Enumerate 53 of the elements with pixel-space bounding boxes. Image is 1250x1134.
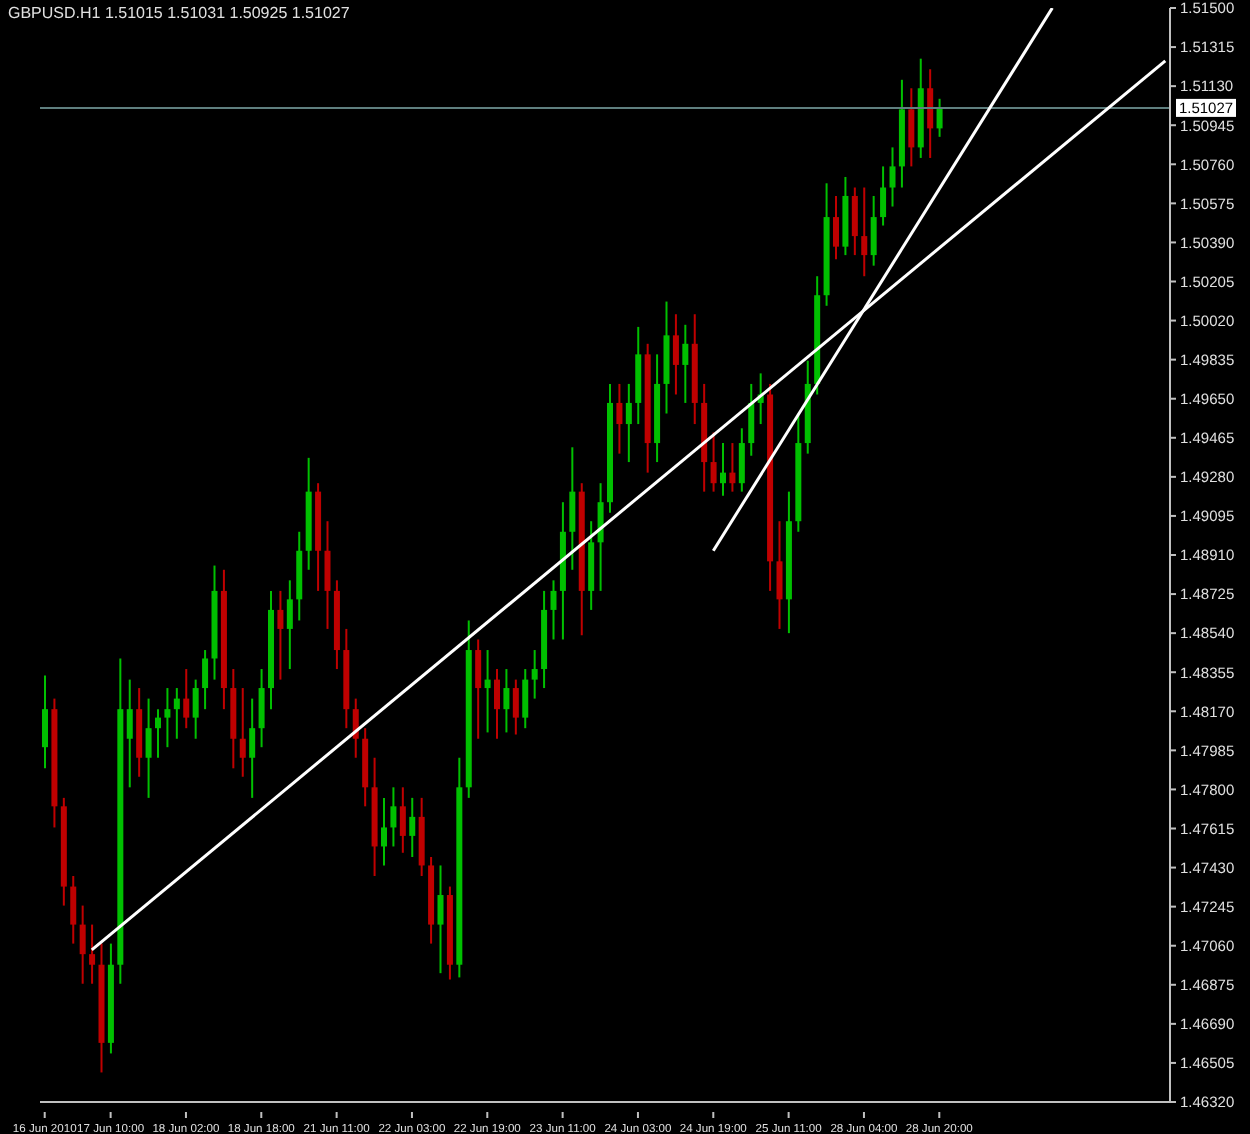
candlestick	[126, 678, 133, 789]
candlestick	[833, 194, 839, 261]
candlestick	[277, 589, 284, 681]
candlestick	[155, 708, 161, 759]
candlestick	[258, 668, 265, 749]
candlestick	[682, 323, 689, 404]
candlestick	[908, 87, 915, 168]
candlestick	[70, 875, 77, 945]
candlestick	[164, 687, 171, 749]
candlestick	[286, 579, 293, 671]
chart-title: GBPUSD.H1 1.51015 1.51031 1.50925 1.51027	[8, 4, 350, 22]
candlestick	[625, 382, 632, 464]
candlestick	[399, 786, 406, 854]
candlestick	[437, 864, 444, 975]
candlestick	[183, 668, 190, 730]
candlestick	[738, 427, 745, 493]
candlestick	[503, 668, 510, 734]
candlestick	[550, 579, 557, 641]
candlestick	[79, 904, 86, 985]
candlestick	[616, 382, 623, 455]
candlestick	[381, 796, 387, 867]
candlestick	[484, 649, 491, 734]
candlestick	[569, 446, 576, 571]
candlestick	[192, 678, 199, 740]
candlestick	[729, 442, 736, 493]
candlestick	[512, 678, 519, 736]
candlestick	[880, 165, 887, 227]
candlestick	[870, 194, 877, 267]
candlestick	[748, 382, 755, 457]
candlestick	[494, 668, 500, 740]
candlestick	[239, 687, 246, 778]
candlestick	[522, 668, 529, 730]
candlestick	[531, 649, 538, 700]
candlestick	[202, 649, 209, 711]
candlestick	[475, 638, 482, 740]
candlestick	[851, 186, 858, 257]
candlestick	[145, 697, 152, 799]
candlestick	[390, 786, 397, 848]
candlestick	[927, 68, 934, 159]
candlestick	[249, 697, 256, 799]
candlestick	[776, 520, 783, 630]
candlestick	[42, 674, 48, 770]
candlestick	[409, 796, 416, 859]
candlestick	[861, 186, 868, 278]
candlestick	[710, 431, 717, 493]
candlestick	[597, 482, 604, 592]
candlestick	[672, 313, 679, 396]
candlestick	[720, 442, 726, 497]
candlestick	[324, 520, 331, 630]
candlestick	[89, 923, 96, 985]
candlestick	[936, 97, 943, 138]
candlestick	[173, 687, 180, 740]
candlestick	[889, 146, 896, 208]
